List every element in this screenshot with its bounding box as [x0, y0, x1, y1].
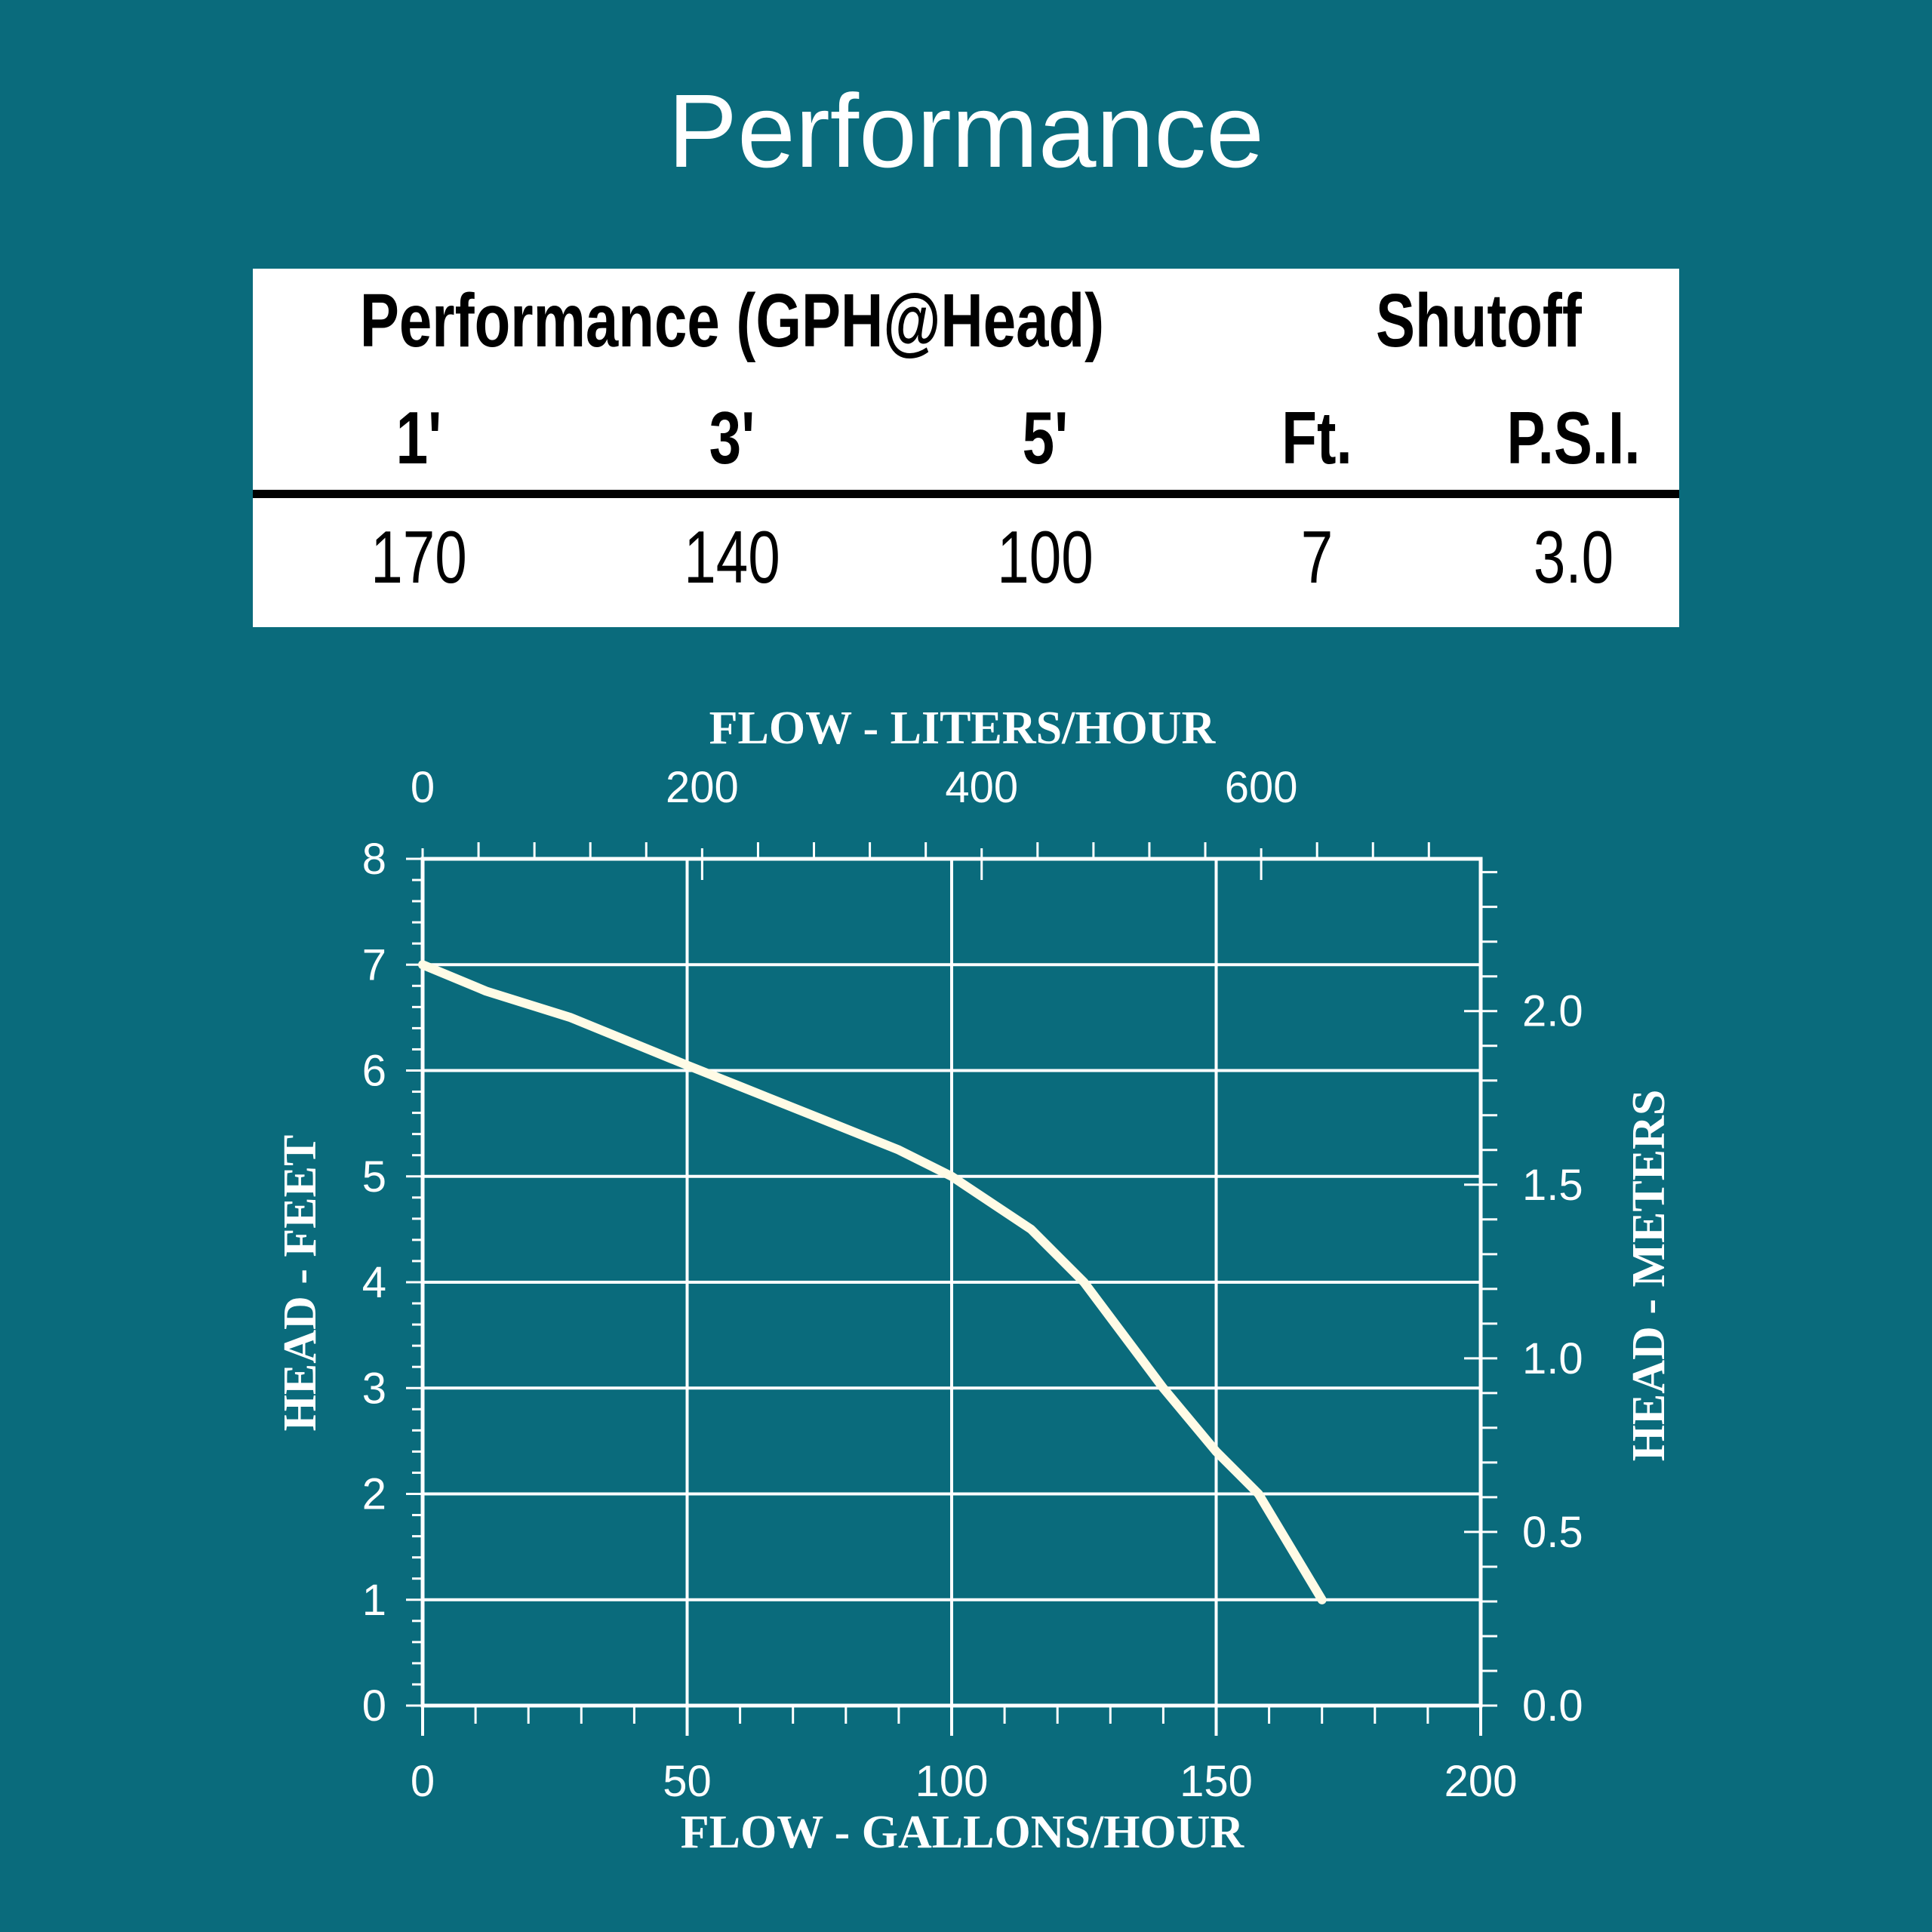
x2-tick-label: 0: [411, 763, 435, 812]
y-tick-label: 5: [362, 1152, 386, 1201]
column-header-5ft: 5': [1022, 396, 1069, 479]
y-tick-label: 8: [362, 835, 386, 884]
cell-1ft: 170: [371, 515, 467, 598]
column-header-3ft: 3': [709, 396, 755, 479]
x-tick-label: 100: [915, 1757, 989, 1806]
axis-ticks: [406, 842, 1497, 1736]
y2-tick-label: 0.0: [1522, 1681, 1583, 1730]
y2-tick-label: 2.0: [1522, 987, 1583, 1036]
y2-axis-title: HEAD - METERS: [1623, 1090, 1675, 1462]
cell-shutoff-ft: 7: [1300, 515, 1334, 598]
y-tick-label: 4: [362, 1258, 386, 1307]
performance-group-header: Performance (GPH@Head): [359, 278, 1105, 363]
grid-lines: [420, 857, 1483, 1708]
y-axis-title: HEAD - FEET: [275, 1135, 326, 1432]
page-title: Performance: [668, 73, 1264, 189]
y-tick-label: 6: [362, 1047, 386, 1096]
cell-shutoff-psi: 3.0: [1533, 515, 1614, 598]
x2-tick-label: 600: [1225, 763, 1298, 812]
x2-tick-label: 200: [666, 763, 739, 812]
x-tick-label: 150: [1180, 1757, 1253, 1806]
shutoff-group-header: Shutoff: [1376, 278, 1582, 363]
x-tick-label: 50: [663, 1757, 712, 1806]
x2-axis-title: FLOW - LITERS/HOUR: [709, 703, 1217, 754]
y-tick-label: 1: [362, 1576, 386, 1625]
column-header-1ft: 1': [395, 396, 442, 479]
y2-tick-label: 1.5: [1522, 1161, 1583, 1210]
column-header-ft: Ft.: [1281, 396, 1352, 479]
y-tick-label: 3: [362, 1364, 386, 1413]
y-tick-label: 7: [362, 940, 386, 989]
cell-5ft: 100: [997, 515, 1094, 598]
y2-tick-label: 0.5: [1522, 1508, 1583, 1557]
performance-table: Performance (GPH@Head) Shutoff 1' 3' 5' …: [253, 269, 1679, 627]
x-tick-label: 0: [411, 1757, 435, 1806]
x2-tick-label: 400: [945, 763, 1018, 812]
pump-curve-line: [418, 960, 1327, 1604]
x-tick-label: 200: [1444, 1757, 1518, 1806]
x-axis-title: FLOW - GALLONS/HOUR: [681, 1807, 1245, 1858]
y-tick-label: 0: [362, 1681, 386, 1730]
y-tick-label: 2: [362, 1470, 386, 1519]
column-header-psi: P.S.I.: [1506, 396, 1641, 479]
cell-3ft: 140: [684, 515, 780, 598]
header-divider: [253, 490, 1679, 498]
y2-tick-label: 1.0: [1522, 1334, 1583, 1383]
